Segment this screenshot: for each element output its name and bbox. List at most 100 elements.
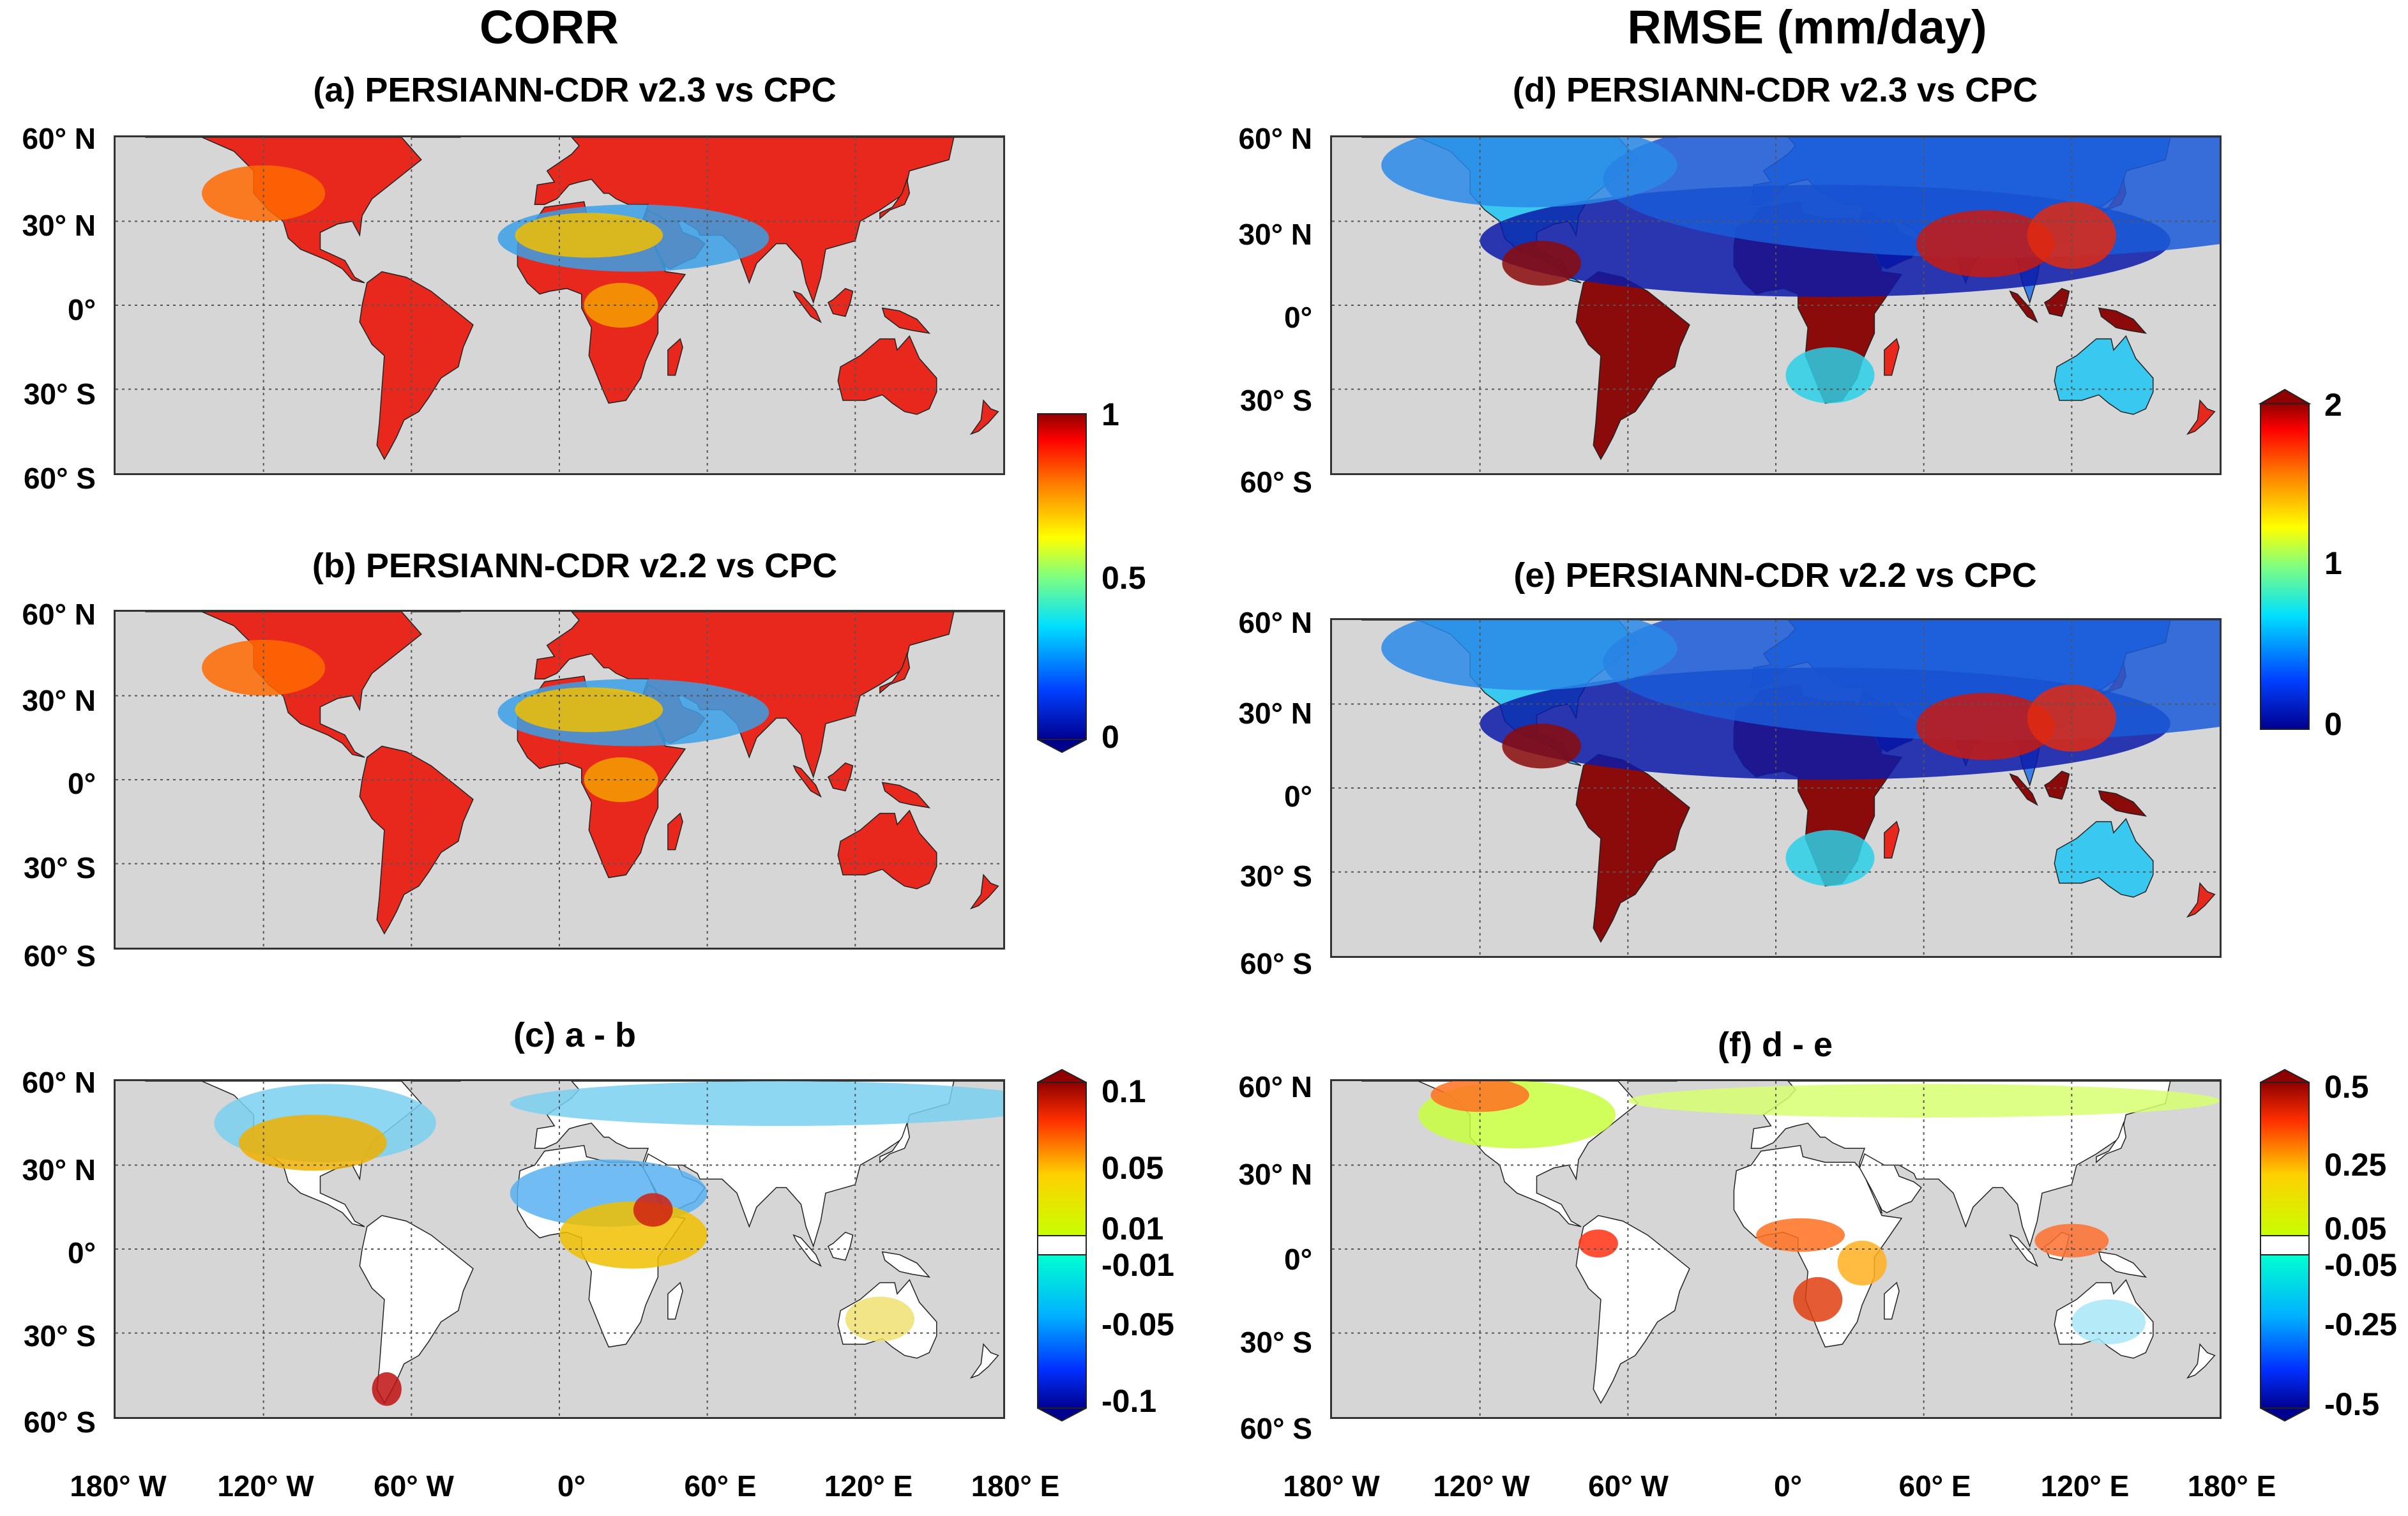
- lat-label-60n: 60° N: [1238, 122, 1312, 155]
- colorbar-corr-tick-05: 0.5: [1102, 560, 1146, 596]
- lon-label-0: 0°: [1774, 1469, 1802, 1503]
- landmass-newGuinea: [2098, 307, 2147, 334]
- lat-label-60s: 60° S: [1239, 947, 1312, 980]
- pattern-region: [202, 165, 326, 222]
- pattern-region: [1916, 209, 2055, 278]
- panel-c-title: (c) a - b: [513, 1016, 636, 1054]
- landmass-australia: [2054, 335, 2154, 415]
- landmass-sumatra: [2009, 773, 2038, 807]
- lat-label-0: 0°: [68, 767, 96, 800]
- map-canvas-e: [1332, 620, 2220, 956]
- lat-label-30s: 30° S: [23, 1319, 96, 1353]
- pattern-region: [633, 1193, 673, 1227]
- lon-label-180w: 180° W: [70, 1469, 167, 1503]
- pattern-region: [2034, 1224, 2109, 1258]
- landmass-borneo: [827, 762, 854, 792]
- map-panel-e: [1330, 618, 2222, 958]
- pattern-region: [1430, 1081, 1529, 1112]
- colorbar-rmse-bar: [2260, 403, 2310, 730]
- colorbar-corr-diff-bar-white: [1037, 1235, 1087, 1255]
- lat-label-0: 0°: [1284, 301, 1312, 334]
- colorbar-rmse-diff-arrow-bottom: [2260, 1407, 2310, 1422]
- map-panel-c: [114, 1079, 1005, 1419]
- lat-label-30s: 30° S: [23, 851, 96, 884]
- lat-label-0: 0°: [68, 1236, 96, 1270]
- lat-label-30n: 30° N: [1238, 1158, 1312, 1191]
- landmass-sumatra: [2009, 290, 2038, 324]
- landmass-newZealand: [2186, 399, 2216, 436]
- colorbar-corr-diff-tick-m005: -0.05: [1102, 1307, 1174, 1342]
- lat-label-60n: 60° N: [1238, 1070, 1312, 1103]
- landmass-eurasia: [534, 612, 1003, 778]
- colorbar-rmse-tick-0: 0: [2324, 706, 2342, 742]
- pattern-region: [559, 1201, 708, 1269]
- landmass-borneo: [827, 287, 854, 317]
- landmass-australia: [2054, 817, 2154, 898]
- landmass-newGuinea: [2098, 1251, 2147, 1278]
- colorbar-corr-diff-arrow-top: [1037, 1068, 1087, 1083]
- colorbar-corr-diff-bar-bottom: [1037, 1254, 1087, 1409]
- colorbar-rmse-diff-bar-top: [2260, 1082, 2310, 1236]
- landmass-japan: [879, 651, 911, 694]
- landmass-sumatra: [792, 290, 822, 324]
- landmass-newZealand: [969, 1343, 999, 1379]
- colorbar-rmse-tick-1: 1: [2324, 545, 2342, 581]
- colorbar-rmse-diff-tick-m025: -0.25: [2324, 1307, 2397, 1342]
- lon-label-120w: 120° W: [217, 1469, 314, 1503]
- colorbar-rmse-diff-bar-bottom: [2260, 1254, 2310, 1409]
- landmass-sumatra: [792, 764, 822, 798]
- colorbar-rmse-arrow: [2258, 388, 2312, 404]
- landmass-madagascar: [1884, 338, 1900, 376]
- landmass-madagascar: [667, 338, 683, 376]
- colorbar-rmse-diff-tick-m005: -0.05: [2324, 1247, 2397, 1283]
- landmass-japan: [879, 177, 911, 220]
- map-panel-b: [114, 610, 1005, 950]
- pattern-region: [1837, 1240, 1887, 1285]
- lat-label-0: 0°: [68, 293, 96, 326]
- pattern-region: [1793, 1277, 1843, 1322]
- pattern-region: [1502, 724, 1581, 769]
- lat-label-30n: 30° N: [1238, 697, 1312, 730]
- colorbar-corr-tick-0: 0: [1102, 719, 1119, 755]
- lat-label-60s: 60° S: [23, 462, 96, 495]
- left-column-title: CORR: [480, 1, 619, 54]
- pattern-region: [2071, 1299, 2146, 1345]
- landmass-madagascar: [667, 812, 683, 851]
- lat-label-60n: 60° N: [22, 598, 96, 631]
- landmass-sumatra: [2009, 1234, 2038, 1268]
- landmass-borneo: [2043, 287, 2070, 317]
- landmass-borneo: [827, 1231, 854, 1261]
- colorbar-corr-diff-tick-m01: -0.1: [1102, 1383, 1157, 1419]
- landmass-madagascar: [1884, 1282, 1900, 1320]
- pattern-region: [515, 213, 663, 258]
- landmass-madagascar: [667, 1282, 683, 1320]
- lat-label-30s: 30° S: [1239, 860, 1312, 893]
- colorbar-corr: [1037, 413, 1087, 754]
- map-panel-d: [1330, 135, 2222, 475]
- lon-label-0: 0°: [557, 1469, 586, 1503]
- colorbar-corr-diff-arrow-bottom: [1037, 1407, 1087, 1422]
- lat-label-60s: 60° S: [23, 939, 96, 973]
- panel-b-title: (b) PERSIANN-CDR v2.2 vs CPC: [312, 547, 838, 585]
- landmass-newGuinea: [881, 307, 931, 334]
- pattern-region: [372, 1372, 402, 1406]
- lon-label-60e: 60° E: [684, 1469, 757, 1503]
- map-canvas-a: [116, 137, 1003, 473]
- landmass-southAmerica: [1575, 754, 1690, 943]
- landmass-newGuinea: [2098, 790, 2147, 817]
- colorbar-corr-tick-1: 1: [1102, 397, 1119, 432]
- lat-label-60s: 60° S: [1239, 466, 1312, 499]
- map-panel-f: [1330, 1079, 2222, 1419]
- lat-label-60n: 60° N: [1238, 606, 1312, 639]
- lon-label-180w: 180° W: [1283, 1469, 1380, 1503]
- landmass-sumatra: [792, 1234, 822, 1268]
- landmass-newGuinea: [881, 1251, 931, 1278]
- lat-label-60s: 60° S: [23, 1406, 96, 1439]
- lat-label-30n: 30° N: [22, 209, 96, 242]
- landmass-southAmerica: [1575, 1215, 1690, 1404]
- colorbar-rmse: [2258, 388, 2312, 730]
- colorbar-rmse-diff-tick-005: 0.05: [2324, 1211, 2387, 1247]
- colorbar-rmse-diff: [2260, 1068, 2310, 1422]
- panel-e-title: (e) PERSIANN-CDR v2.2 vs CPC: [1513, 556, 2037, 595]
- colorbar-rmse-diff-tick-05: 0.5: [2324, 1069, 2369, 1105]
